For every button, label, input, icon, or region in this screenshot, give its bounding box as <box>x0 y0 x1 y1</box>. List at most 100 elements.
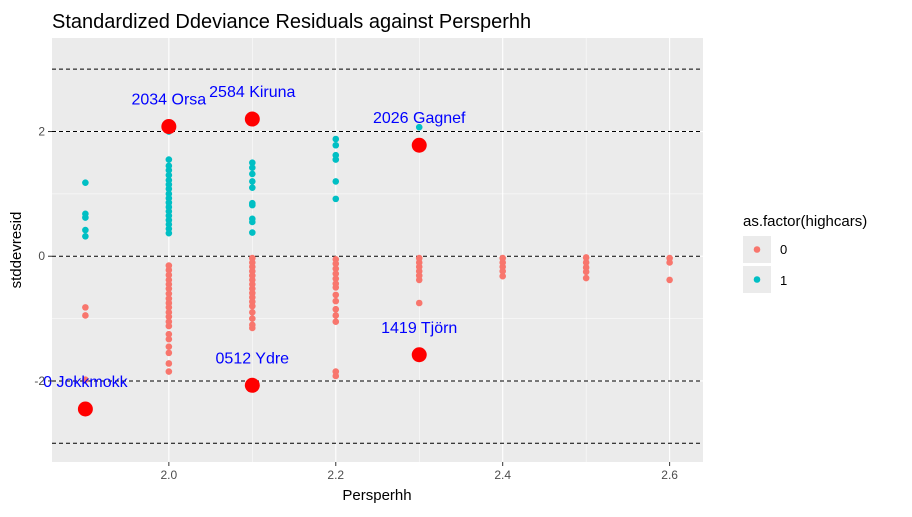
legend-label-1: 1 <box>780 273 787 288</box>
data-point-series-1 <box>249 170 256 178</box>
data-point-series-1 <box>249 164 256 171</box>
data-point-series-0 <box>332 260 340 268</box>
data-point-series-1 <box>82 214 89 221</box>
data-point-series-0 <box>165 360 173 367</box>
data-point-series-0 <box>165 349 173 357</box>
highlight-layer <box>77 111 427 417</box>
point-annotation: 2584 Kiruna <box>209 84 295 101</box>
data-point-series-1 <box>249 178 256 185</box>
data-point-series-1 <box>165 229 173 237</box>
data-point-series-1 <box>249 201 256 209</box>
data-point-series-1 <box>249 159 256 167</box>
legend-label-0: 0 <box>780 242 787 257</box>
data-point-series-1 <box>332 178 340 185</box>
data-point-series-1 <box>165 166 173 174</box>
y-tick-label: 2 <box>38 125 45 139</box>
data-point-series-0 <box>332 284 340 291</box>
data-point-series-1 <box>332 195 340 203</box>
data-point-series-0 <box>165 313 173 321</box>
data-point-series-0 <box>332 270 340 277</box>
x-axis-ticks: 2.0 2.2 2.4 2.6 <box>161 462 678 482</box>
data-point-series-0 <box>499 272 506 280</box>
data-point-series-0 <box>666 276 673 284</box>
data-point-series-0 <box>332 312 340 319</box>
y-axis-ticks: -2 0 2 <box>34 125 52 388</box>
data-point-series-0 <box>165 330 173 338</box>
data-point-series-0 <box>249 302 256 310</box>
data-point-series-0 <box>82 304 89 311</box>
data-point-series-0 <box>415 299 423 307</box>
data-point-series-0 <box>332 291 340 299</box>
legend-dot-1 <box>753 276 761 283</box>
data-point-series-0 <box>165 304 173 311</box>
point-annotation: 2034 Orsa <box>131 92 206 109</box>
data-point-series-1 <box>249 229 256 236</box>
y-axis-title: stddevresid <box>8 212 25 289</box>
data-point-series-0 <box>332 275 340 282</box>
data-point-series-1 <box>332 156 340 163</box>
data-point-series-1 <box>82 232 89 240</box>
legend: as.factor(highcars) 0 1 <box>743 213 867 293</box>
y-tick-label: 0 <box>38 249 45 263</box>
data-point-series-0 <box>582 268 590 276</box>
data-point-series-1 <box>82 179 89 186</box>
point-annotation: 0512 Ydre <box>216 350 290 367</box>
data-point-series-1 <box>332 135 340 143</box>
data-point-series-0 <box>165 285 173 292</box>
data-point-series-0 <box>332 297 340 305</box>
data-point-series-0 <box>332 318 340 326</box>
data-point-series-0 <box>582 254 590 261</box>
data-point-series-0 <box>666 259 673 266</box>
x-tick-label: 2.0 <box>161 468 178 482</box>
data-point-series-1 <box>165 171 173 179</box>
data-point-series-1 <box>332 141 340 149</box>
data-point-series-0 <box>165 266 173 274</box>
point-annotation: 1419 Tjörn <box>381 320 457 337</box>
data-point-series-1 <box>82 226 89 234</box>
legend-dot-0 <box>753 246 761 253</box>
data-point-series-0 <box>165 322 173 330</box>
x-tick-label: 2.6 <box>661 468 678 482</box>
data-point-series-0 <box>165 290 173 297</box>
legend-title: as.factor(highcars) <box>743 213 867 230</box>
point-annotation: 0 Jokkmokk <box>43 374 128 391</box>
chart-title: Standardized Ddeviance Residuals against… <box>52 11 531 33</box>
data-point-series-0 <box>249 324 256 332</box>
highlighted-point <box>77 401 93 417</box>
points-layer <box>82 123 673 383</box>
point-annotation: 2026 Gagnef <box>373 110 466 127</box>
data-point-series-0 <box>82 376 89 383</box>
annotation-layer: 0 Jokkmokk 2034 Orsa 2584 Kiruna 0512 Ydre 2… <box>43 84 466 391</box>
data-point-series-0 <box>332 372 340 380</box>
data-point-series-0 <box>165 335 173 343</box>
data-point-series-1 <box>165 185 173 193</box>
data-point-series-0 <box>332 305 340 313</box>
highlighted-point <box>411 347 427 363</box>
data-point-series-0 <box>582 259 590 266</box>
data-point-series-0 <box>165 368 173 375</box>
data-point-series-0 <box>249 315 256 322</box>
x-axis-title: Persperhh <box>342 487 411 504</box>
data-point-series-1 <box>165 156 173 163</box>
data-point-series-0 <box>165 343 173 350</box>
data-point-series-1 <box>415 123 423 131</box>
data-point-series-0 <box>165 271 173 279</box>
data-point-series-0 <box>499 267 506 275</box>
data-point-series-1 <box>249 218 256 226</box>
x-tick-label: 2.4 <box>494 468 511 482</box>
data-point-series-0 <box>82 312 89 319</box>
x-tick-label: 2.2 <box>327 468 344 482</box>
reference-lines <box>52 68 703 444</box>
plot-panel <box>52 38 703 462</box>
data-point-series-0 <box>582 274 590 282</box>
highlighted-point <box>161 119 177 135</box>
data-point-series-0 <box>415 276 423 284</box>
highlighted-point <box>411 137 427 153</box>
data-point-series-0 <box>249 309 256 316</box>
highlighted-point <box>244 111 260 127</box>
data-point-series-0 <box>332 265 340 273</box>
y-tick-label: -2 <box>34 374 45 388</box>
data-point-series-1 <box>249 184 256 191</box>
